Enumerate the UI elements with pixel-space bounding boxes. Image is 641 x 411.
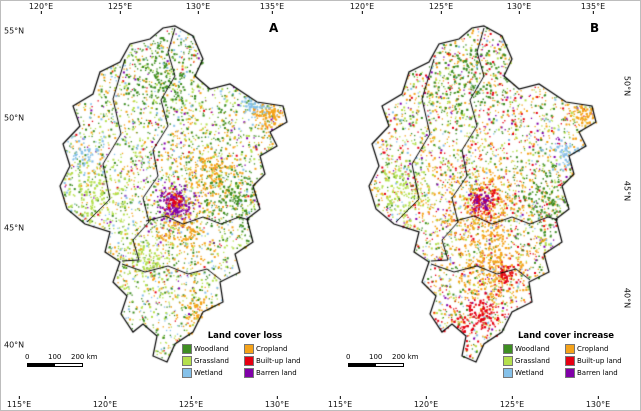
scale-bar-segment-dark: [28, 364, 55, 366]
tick-label: 130°E: [585, 396, 611, 409]
barren-swatch: [565, 368, 575, 378]
legend-title: Land cover loss: [207, 331, 283, 341]
scale-label: 100: [48, 353, 62, 361]
legend-label: Built-up land: [577, 357, 622, 365]
woodland-swatch: [182, 344, 192, 354]
scale-bar: 0 100 200 km: [346, 353, 420, 367]
tick-label: 125°E: [107, 2, 133, 14]
panel-land-cover-loss: 120°E 125°E 130°E 135°E 55°N 50°N 45°N 4…: [1, 1, 321, 410]
barren-swatch: [244, 368, 254, 378]
tick-label: 40°N: [622, 287, 632, 309]
tick-label: 50°N: [622, 75, 632, 97]
panel-label-b: B: [590, 21, 600, 35]
tick-label: 130°E: [185, 2, 211, 14]
tick-label: 120°E: [92, 396, 118, 409]
scale-label: 200 km: [392, 353, 419, 361]
legend-grid: Woodland Cropland Grassland Built-up lan…: [171, 344, 319, 378]
tick-label: 120°E: [349, 2, 375, 14]
legend-item-barren: Barren land: [244, 368, 329, 378]
wetland-swatch: [182, 368, 192, 378]
grassland-swatch: [503, 356, 513, 366]
tick-label: 135°E: [580, 2, 606, 14]
legend-label: Built-up land: [256, 357, 301, 365]
legend-label: Barren land: [256, 369, 297, 377]
legend-land-cover-loss: Land cover loss Woodland Cropland Grassl…: [171, 331, 319, 378]
map-canvas-land-cover-loss: [25, 14, 311, 392]
scale-bar: 0 100 200 km: [25, 353, 99, 367]
legend-label: Grassland: [515, 357, 550, 365]
tick-label: 40°N: [4, 340, 30, 350]
tick-label: 130°E: [264, 396, 290, 409]
builtup-swatch: [244, 356, 254, 366]
legend-item-builtup: Built-up land: [244, 356, 329, 366]
scale-label: 0: [346, 353, 351, 361]
tick-label: 55°N: [4, 26, 30, 36]
legend-label: Barren land: [577, 369, 618, 377]
tick-label: 130°E: [506, 2, 532, 14]
tick-label: 125°E: [178, 396, 204, 409]
panel-label-a: A: [269, 21, 279, 35]
legend-label: Wetland: [194, 369, 223, 377]
legend-item-barren: Barren land: [565, 368, 640, 378]
scale-bar-segment-dark: [349, 364, 376, 366]
legend-land-cover-increase: Land cover increase Woodland Cropland Gr…: [492, 331, 640, 378]
panel-land-cover-increase: 120°E 125°E 130°E 135°E 50°N 45°N 40°N B…: [322, 1, 640, 410]
cropland-swatch: [565, 344, 575, 354]
legend-item-wetland: Wetland: [182, 368, 245, 378]
legend-label: Grassland: [194, 357, 229, 365]
legend-label: Cropland: [577, 345, 609, 353]
scale-bar-segments: [27, 363, 83, 367]
scale-label: 0: [25, 353, 30, 361]
legend-item-cropland: Cropland: [565, 344, 640, 354]
tick-label: 45°N: [4, 223, 30, 233]
tick-label: 125°E: [499, 396, 525, 409]
legend-label: Woodland: [194, 345, 229, 353]
legend-label: Cropland: [256, 345, 288, 353]
tick-label: 50°N: [4, 113, 30, 123]
wetland-swatch: [503, 368, 513, 378]
legend-item-wetland: Wetland: [503, 368, 566, 378]
tick-label: 120°E: [413, 396, 439, 409]
legend-item-grassland: Grassland: [182, 356, 245, 366]
legend-label: Wetland: [515, 369, 544, 377]
legend-grid: Woodland Cropland Grassland Built-up lan…: [492, 344, 640, 378]
tick-label: 120°E: [28, 2, 54, 14]
legend-item-builtup: Built-up land: [565, 356, 640, 366]
scale-label: 100: [369, 353, 383, 361]
woodland-swatch: [503, 344, 513, 354]
legend-label: Woodland: [515, 345, 550, 353]
tick-label: 125°E: [428, 2, 454, 14]
legend-item-woodland: Woodland: [182, 344, 245, 354]
cropland-swatch: [244, 344, 254, 354]
legend-title: Land cover increase: [517, 331, 615, 341]
scale-bar-segment-light: [55, 364, 82, 366]
grassland-swatch: [182, 356, 192, 366]
tick-label: 45°N: [622, 180, 632, 202]
scale-bar-labels: 0 100 200 km: [25, 353, 99, 362]
scale-bar-segment-light: [376, 364, 403, 366]
legend-item-grassland: Grassland: [503, 356, 566, 366]
tick-label: 115°E: [327, 396, 353, 409]
legend-item-cropland: Cropland: [244, 344, 329, 354]
map-canvas-land-cover-increase: [334, 14, 620, 392]
tick-label: 115°E: [6, 396, 32, 409]
builtup-swatch: [565, 356, 575, 366]
scale-label: 200 km: [71, 353, 98, 361]
legend-item-woodland: Woodland: [503, 344, 566, 354]
scale-bar-labels: 0 100 200 km: [346, 353, 420, 362]
tick-label: 135°E: [259, 2, 285, 14]
scale-bar-segments: [348, 363, 404, 367]
